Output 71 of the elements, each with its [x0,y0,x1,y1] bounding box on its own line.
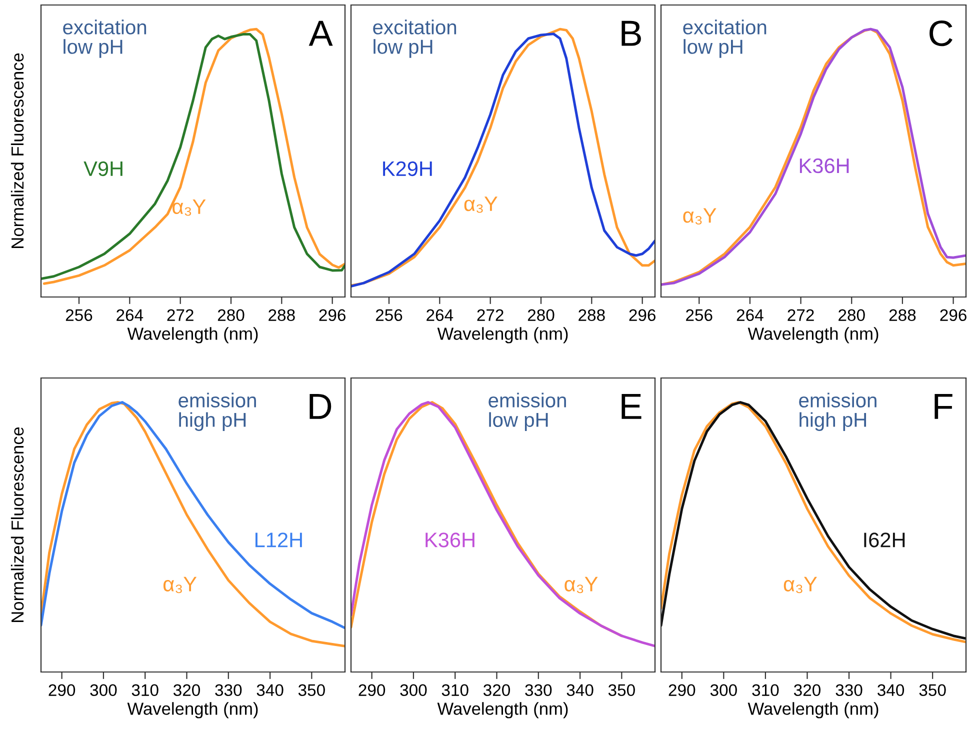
x-tick-label: 288 [268,309,295,322]
x-axis-title: Wavelength (nm) [127,702,258,718]
annotation: E [622,394,642,419]
series-label: K29H [383,161,432,176]
x-tick-label: 320 [794,684,820,696]
x-tick-label: 264 [116,309,144,322]
annotation: emission low pH [488,392,566,431]
x-axis-title: Wavelength (nm) [437,702,568,718]
x-tick-label: 264 [426,309,454,322]
x-tick-label: 272 [167,309,194,321]
x-tick-label: 280 [838,309,865,322]
text: V9H [84,161,122,176]
x-tick-label: 310 [442,684,468,696]
x-tick-label: 300 [400,684,427,696]
x-tick-label: 296 [629,309,656,322]
x-tick-label: 272 [788,309,814,321]
x-tick-label: 290 [668,684,696,696]
x-axis-title: Wavelength (nm) [748,327,878,344]
x-tick-label: 350 [298,684,325,696]
x-tick-label: 350 [608,684,635,696]
series-label: α₃Y [683,208,716,224]
x-axis-title: Wavelength (nm) [437,327,568,344]
x-tick-label: 330 [836,684,862,696]
x-tick-label: 350 [919,684,946,696]
x-tick-label: 330 [525,684,552,696]
annotation: excitation low pH [63,20,146,58]
x-tick-label: 290 [48,684,76,696]
series-label: α₃Y [163,576,197,594]
series-label: α₃Y [784,576,817,594]
x-tick-label: 330 [215,684,242,696]
series-label: α₃Y [564,576,598,594]
x-tick-label: 256 [376,309,402,322]
x-tick-label: 272 [477,309,504,321]
series-label: α₃Y [464,196,498,213]
series-label: K36H [426,532,474,548]
x-tick-label: 296 [940,309,966,322]
x-axis-title: Wavelength (nm) [748,702,878,718]
x-tick-label: 310 [752,684,779,696]
annotation: F [934,394,952,419]
x-tick-label: 256 [66,309,92,322]
x-tick-label: 280 [218,309,244,322]
series-label: α₃Y [172,200,206,216]
x-tick-label: 288 [578,309,605,322]
y-axis-title: Normalized Fluorescence [10,427,24,622]
x-tick-label: 290 [358,684,386,696]
x-tick-label: 320 [483,684,510,696]
x-tick-label: 296 [319,309,346,322]
x-tick-label: 264 [736,309,764,322]
annotation: emission high pH [178,392,256,431]
annotation: C [930,20,952,46]
annotation: B [622,20,641,46]
annotation: excitation low pH [373,20,456,58]
x-tick-label: 280 [528,309,554,322]
x-tick-label: 320 [173,684,200,696]
series-label: K36H [800,158,849,174]
annotation: excitation low pH [683,20,766,58]
x-tick-label: 340 [566,684,594,696]
x-tick-label: 288 [889,309,916,322]
x-tick-label: 340 [878,684,904,696]
x-axis-title: Wavelength (nm) [127,327,258,344]
series-label: I62H [864,532,905,548]
annotation: D [310,394,332,419]
x-tick-label: 340 [256,684,284,696]
x-tick-label: 300 [710,684,737,696]
series-label: L12H [256,532,302,548]
x-tick-label: 310 [132,684,158,696]
annotation: A [308,20,333,46]
annotation: emission high pH [799,392,876,431]
y-axis-title: Normalized Fluorescence [10,53,24,248]
x-tick-label: 300 [90,684,117,696]
x-tick-label: 256 [686,309,712,322]
